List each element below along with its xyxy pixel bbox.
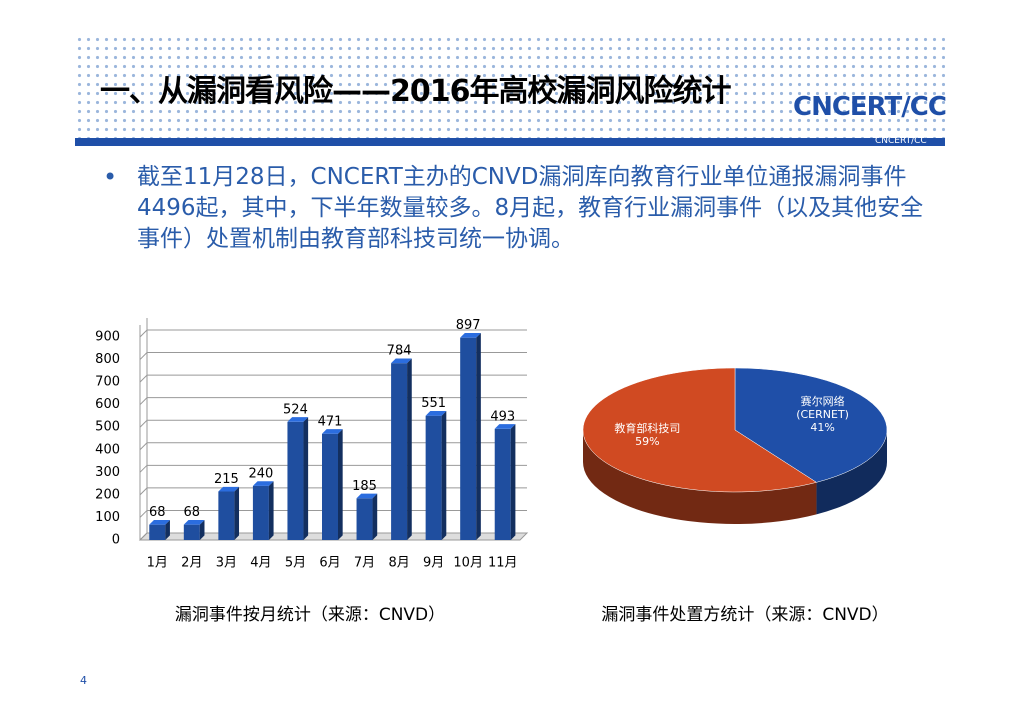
x-tick-label: 1月 [147, 556, 168, 571]
chart-caption: 漏洞事件处置方统计（来源：CNVD） [601, 605, 889, 625]
bar [425, 415, 442, 540]
pie-slice [734, 367, 888, 483]
bar-side [234, 486, 240, 540]
bar-top [149, 519, 170, 525]
bar-top [287, 417, 309, 422]
value-label: 68 [184, 505, 201, 520]
y-tick-label: 700 [95, 375, 120, 390]
x-tick-label: 2月 [181, 556, 202, 571]
bar-side [407, 358, 412, 540]
bar-side [372, 493, 378, 540]
x-tick-label: 8月 [388, 556, 409, 571]
value-label: 784 [387, 344, 412, 359]
slide-title: 一、从漏洞看风险——2016年高校漏洞风险统计 [100, 74, 731, 109]
value-label: 240 [248, 466, 273, 481]
x-tick-label: 6月 [319, 556, 340, 571]
bar [494, 428, 511, 540]
bar [218, 491, 235, 540]
bar [149, 524, 166, 540]
header-bar [75, 138, 945, 146]
bullet-dot: • [103, 163, 118, 191]
value-label: 68 [149, 505, 166, 520]
chart-caption: 漏洞事件按月统计（来源：CNVD） [174, 605, 446, 625]
bar-side [165, 519, 170, 540]
bar [460, 337, 477, 540]
y-tick-label: 100 [95, 510, 120, 525]
bar-top [183, 519, 205, 525]
bar [356, 498, 373, 540]
bar-side [338, 429, 343, 540]
y-tick-label: 200 [95, 487, 120, 502]
x-tick-label: 10月 [453, 556, 483, 571]
bar-top [391, 358, 412, 364]
y-tick-label: 600 [95, 397, 120, 412]
bar-side [199, 519, 205, 540]
x-tick-label: 4月 [250, 556, 271, 571]
pie-label: 41% [810, 421, 835, 435]
bar-top [218, 486, 240, 492]
bar-side [510, 424, 516, 540]
value-label: 215 [214, 472, 239, 487]
bar-top [494, 424, 516, 429]
bar [287, 421, 304, 540]
value-label: 897 [456, 318, 481, 333]
bar [252, 485, 269, 540]
header-pattern [75, 35, 945, 138]
bar-side [441, 411, 447, 540]
bar [322, 433, 338, 540]
bar [183, 524, 200, 540]
pie-slice [582, 367, 818, 493]
x-tick-label: 7月 [354, 556, 375, 571]
value-label: 471 [318, 414, 343, 429]
pie-side [583, 430, 817, 524]
x-tick-label: 9月 [423, 556, 444, 571]
bar-side [476, 333, 481, 540]
x-tick-label: 11月 [488, 556, 518, 571]
bar-top [322, 429, 343, 434]
logo: CNCERT/CC [793, 92, 947, 122]
pie-label: 教育部科技司 [614, 422, 681, 436]
pie-label: 59% [635, 435, 660, 449]
bullet-text: 截至11月28日，CNCERT主办的CNVD漏洞库向教育行业单位通报漏洞事件44… [137, 164, 924, 252]
logo-sub: CNCERT/CC [875, 136, 927, 146]
value-label: 185 [352, 479, 377, 494]
y-tick-label: 500 [95, 420, 120, 435]
bar-side [303, 417, 309, 540]
y-tick-label: 0 [112, 533, 120, 548]
y-tick-label: 300 [95, 465, 120, 480]
grid-line [139, 329, 527, 338]
value-label: 551 [421, 396, 446, 411]
bar [391, 363, 408, 540]
pie-label: 赛尔网络 (CERNET) [796, 395, 849, 422]
page-number: 4 [80, 674, 87, 687]
pie-side [816, 430, 887, 515]
y-tick-label: 400 [95, 442, 120, 457]
bar-top [425, 411, 447, 416]
value-label: 493 [490, 409, 515, 424]
grid-line [139, 352, 527, 360]
bar-side [268, 481, 274, 540]
x-tick-label: 5月 [285, 556, 306, 571]
bar-top [252, 481, 274, 486]
y-tick-label: 900 [95, 330, 120, 345]
bar-top [460, 333, 481, 338]
x-tick-label: 3月 [216, 556, 237, 571]
value-label: 524 [283, 402, 308, 417]
bar-top [356, 493, 378, 499]
y-tick-label: 800 [95, 352, 120, 367]
